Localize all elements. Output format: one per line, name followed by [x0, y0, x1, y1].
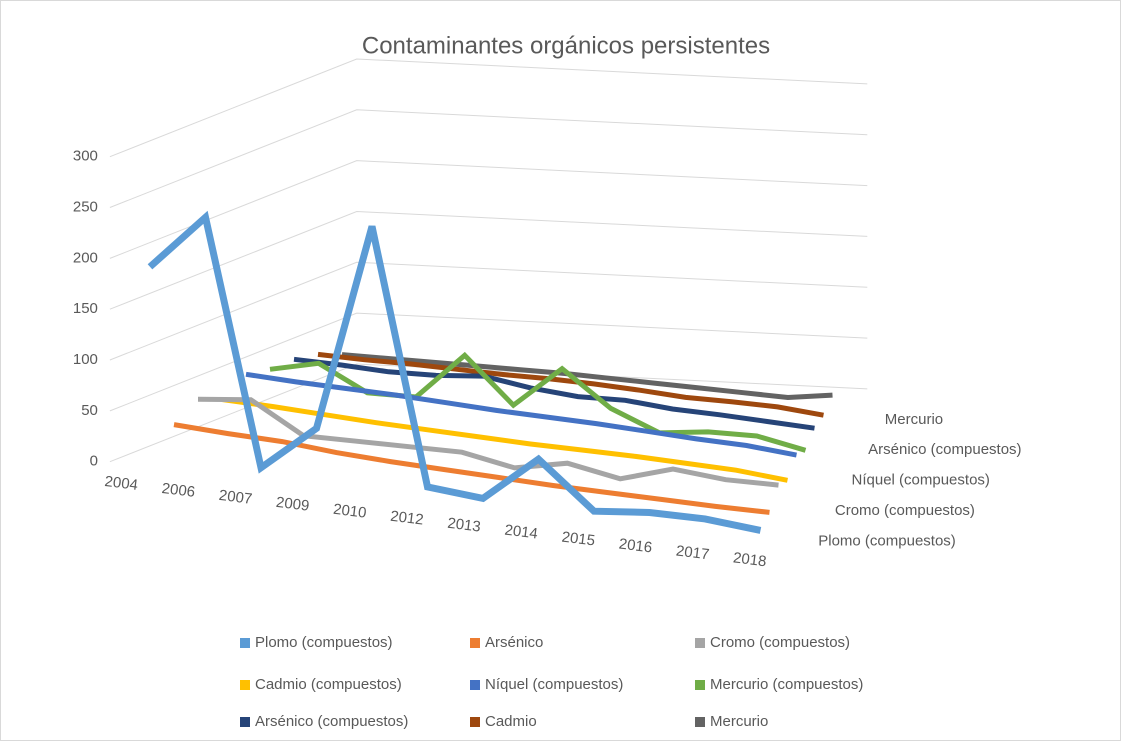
depth-tick-label: Plomo (compuestos)	[818, 533, 956, 550]
x-tick-label: 2009	[275, 494, 310, 515]
legend-swatch	[695, 717, 705, 727]
legend-label: Plomo (compuestos)	[255, 634, 393, 651]
legend-label: Cadmio	[485, 713, 537, 730]
y-tick-label: 200	[73, 249, 98, 266]
x-tick-label: 2015	[561, 529, 596, 550]
legend-label: Mercurio (compuestos)	[710, 676, 863, 693]
x-tick-label: 2013	[446, 515, 481, 536]
series-line	[173, 422, 770, 515]
y-tick-label: 250	[73, 198, 98, 215]
legend-label: Cadmio (compuestos)	[255, 676, 402, 693]
legend-swatch	[240, 638, 250, 648]
x-tick-label: 2014	[504, 522, 539, 543]
series-line	[197, 396, 779, 488]
legend-label: Mercurio	[710, 713, 768, 730]
x-tick-label: 2012	[389, 508, 424, 529]
depth-tick-label: Mercurio	[885, 411, 943, 428]
series-line	[147, 210, 762, 534]
y-tick-label: 150	[73, 300, 98, 317]
legend-label: Níquel (compuestos)	[485, 676, 623, 693]
grid-line	[109, 109, 868, 208]
x-tick-label: 2017	[675, 542, 710, 563]
y-tick-label: 300	[73, 148, 98, 165]
depth-tick-label: Arsénico (compuestos)	[868, 441, 1021, 458]
depth-tick-label: Níquel (compuestos)	[852, 472, 990, 489]
legend-swatch	[240, 717, 250, 727]
y-tick-label: 0	[90, 453, 98, 470]
legend-swatch	[695, 680, 705, 690]
grid-line	[109, 58, 868, 158]
legend-label: Arsénico	[485, 634, 543, 651]
x-tick-label: 2018	[732, 549, 767, 570]
depth-tick-label: Cromo (compuestos)	[835, 502, 975, 519]
chart-title: Contaminantes orgánicos persistentes	[362, 32, 770, 59]
x-tick-label: 2006	[161, 480, 196, 501]
legend-swatch	[470, 717, 480, 727]
y-tick-label: 100	[73, 351, 98, 368]
legend-swatch	[240, 680, 250, 690]
x-tick-label: 2007	[218, 487, 253, 508]
x-tick-label: 2016	[618, 536, 653, 557]
legend-swatch	[695, 638, 705, 648]
series-line	[293, 356, 815, 431]
legend-label: Arsénico (compuestos)	[255, 713, 408, 730]
y-tick-label: 50	[81, 402, 98, 419]
grid-line	[109, 210, 868, 310]
series-line	[341, 352, 833, 401]
legend-swatch	[470, 680, 480, 690]
x-tick-label: 2004	[104, 473, 139, 494]
x-tick-label: 2010	[332, 501, 367, 522]
grid-line	[109, 312, 868, 412]
series-line	[245, 371, 797, 458]
legend-swatch	[470, 638, 480, 648]
series-line	[221, 397, 788, 483]
legend-label: Cromo (compuestos)	[710, 634, 850, 651]
grid-line	[109, 261, 868, 361]
